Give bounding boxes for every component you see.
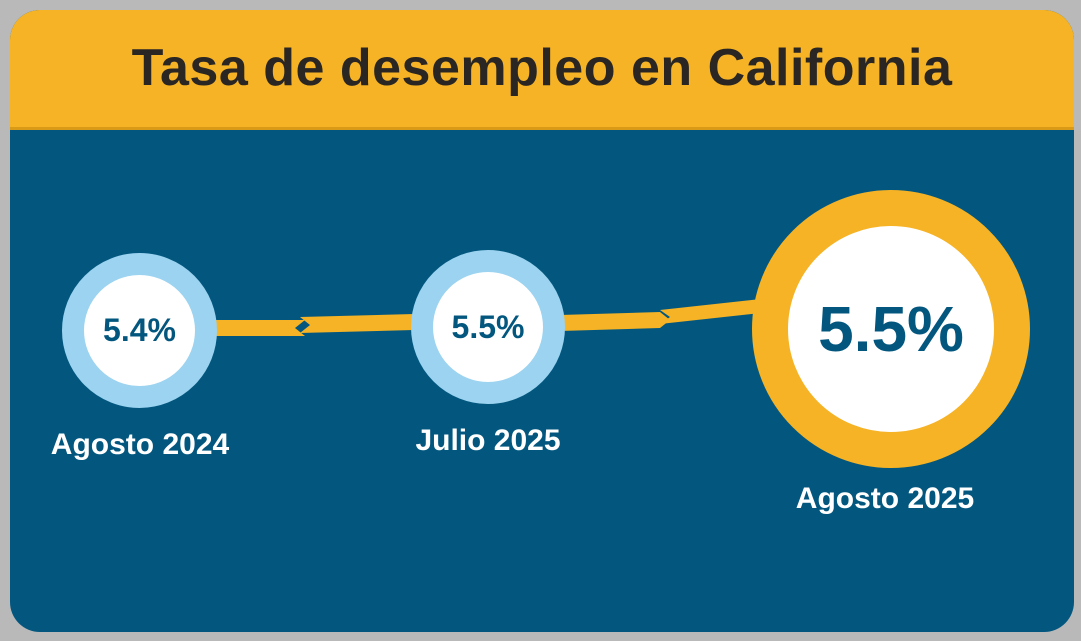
rate-value: 5.4% <box>103 312 176 348</box>
page-title: Tasa de desempleo en California <box>131 39 953 97</box>
rate-circle-julio-2025: 5.5% <box>411 250 565 404</box>
period-label: Julio 2025 <box>415 424 561 457</box>
timeline-connector <box>205 298 770 336</box>
rate-circle-agosto-2025: 5.5% <box>752 190 1030 468</box>
connector-segment-2 <box>560 312 670 331</box>
period-label: Agosto 2024 <box>50 428 230 461</box>
rate-value: 5.5% <box>451 308 525 345</box>
connector-segment-1 <box>205 320 305 336</box>
period-label: Agosto 2025 <box>795 482 975 515</box>
chevron-right-icon <box>300 314 414 333</box>
infographic-card: Tasa de desempleo en California 5.4% Ago… <box>10 10 1074 632</box>
rate-value-current: 5.5% <box>818 293 964 365</box>
chevron-right-icon <box>660 298 770 324</box>
rate-circle-agosto-2024: 5.4% <box>62 253 217 408</box>
header-banner: Tasa de desempleo en California <box>10 10 1074 130</box>
